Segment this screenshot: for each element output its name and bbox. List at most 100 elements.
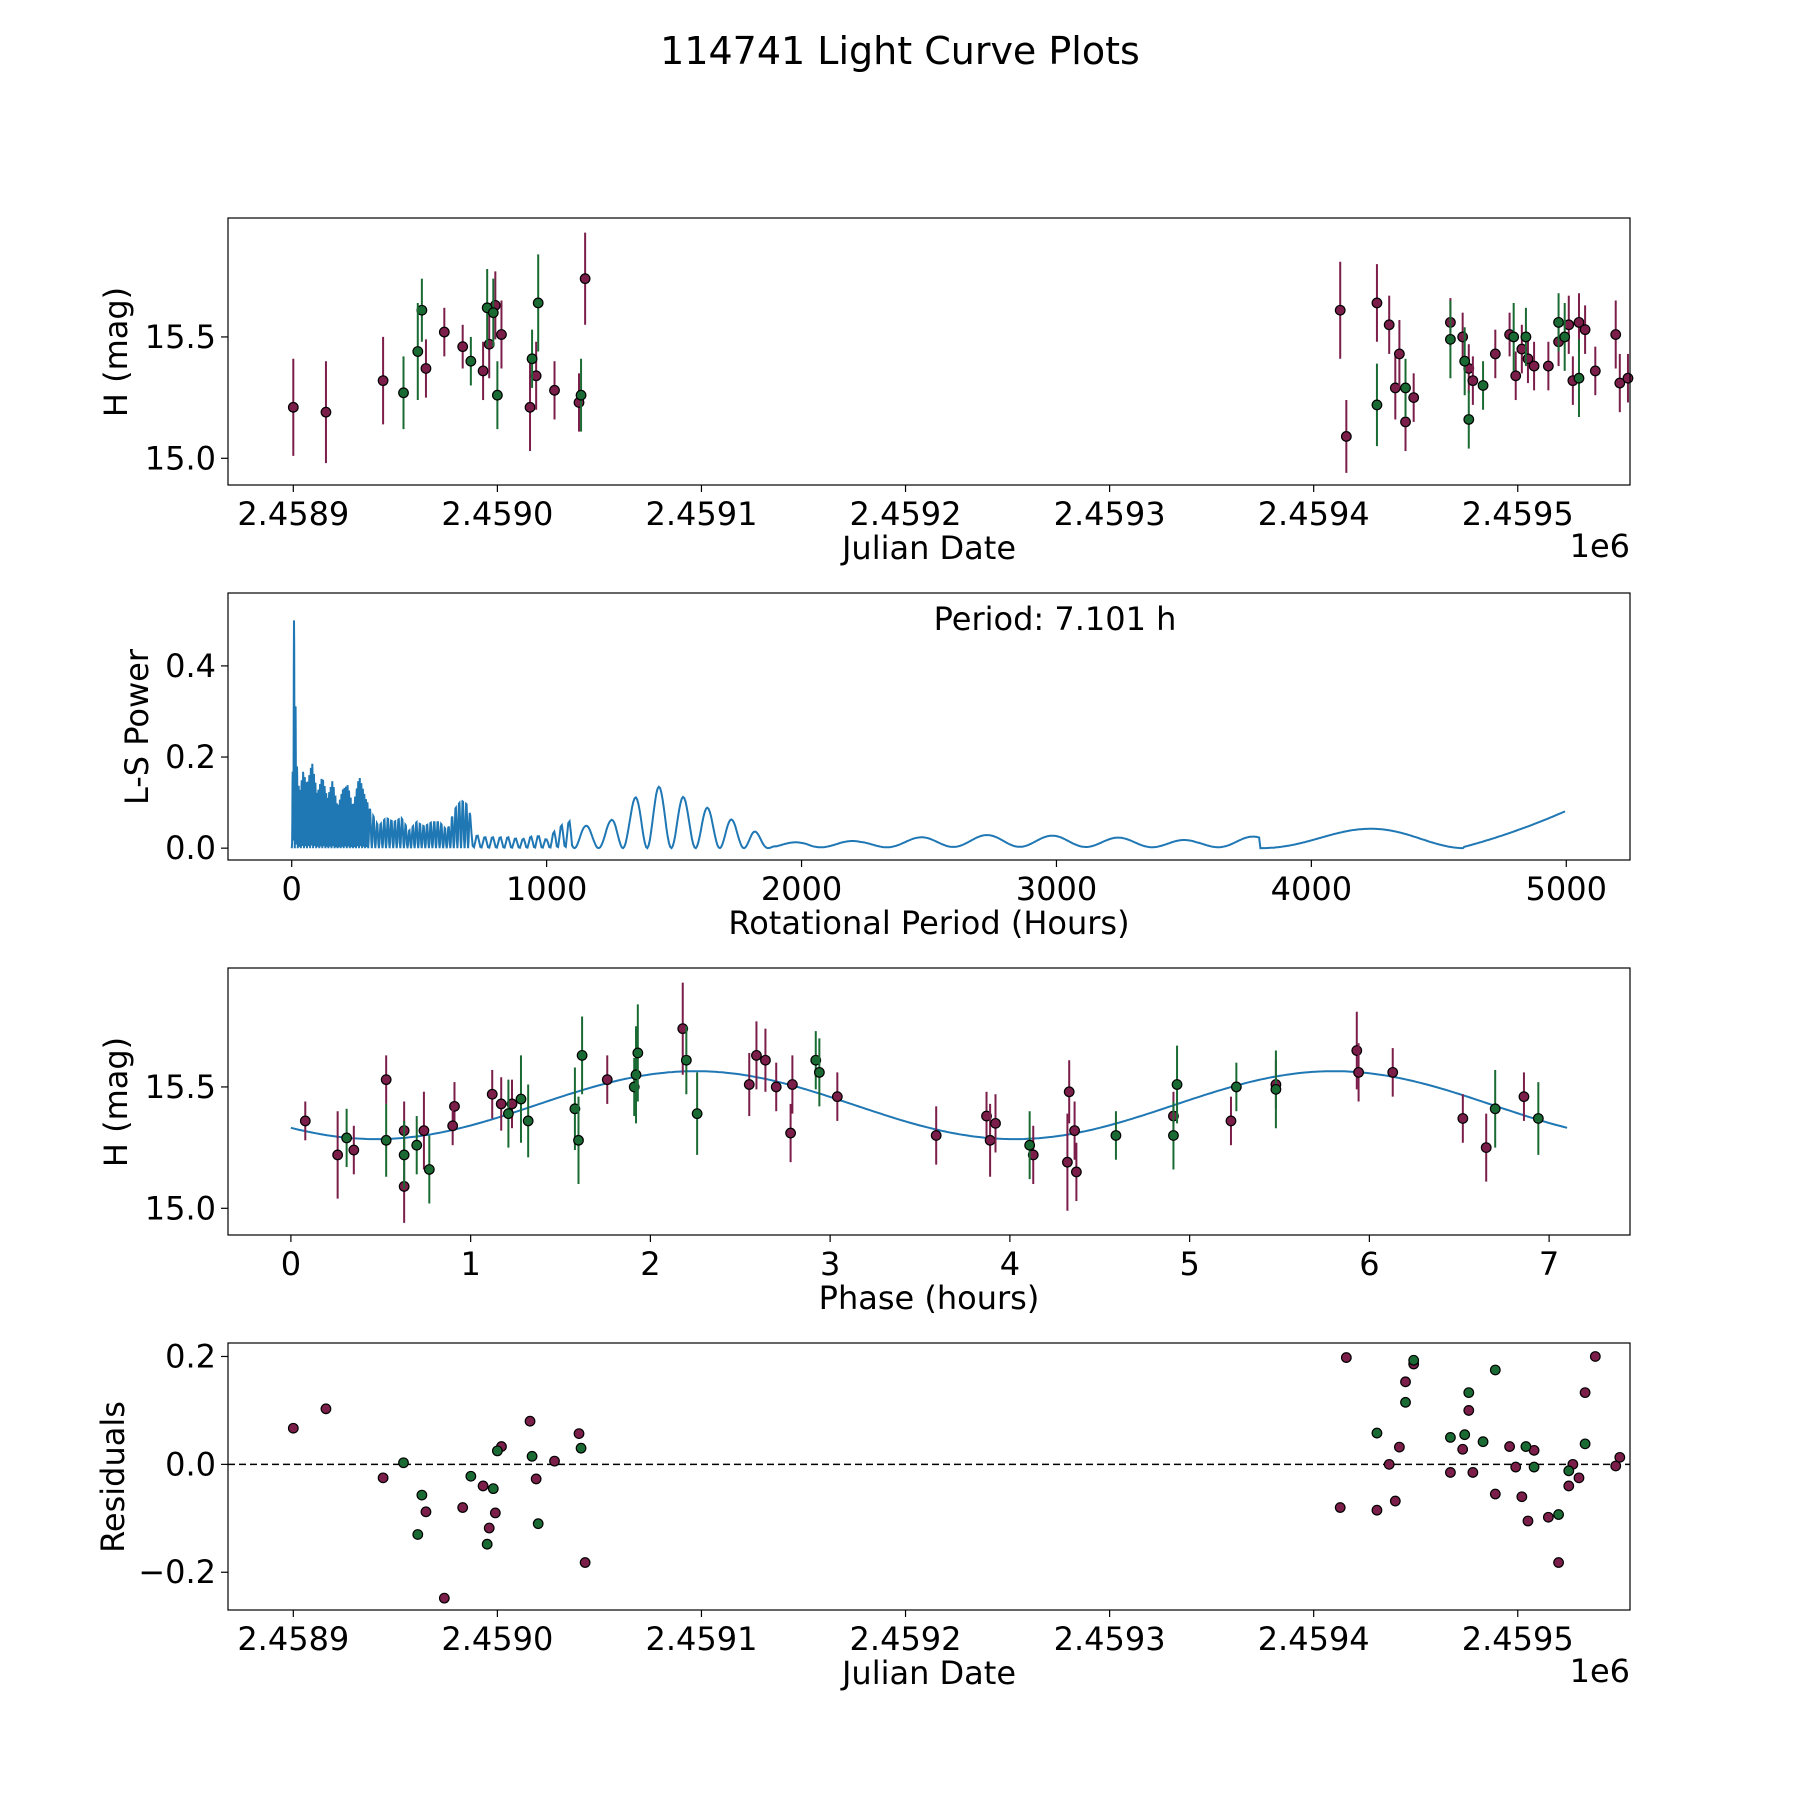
lightcurve-x-offset: 1e6 bbox=[1570, 527, 1630, 565]
x-tick-label: 2 bbox=[640, 1245, 660, 1283]
data-point-g bbox=[575, 389, 587, 401]
data-point-r bbox=[1518, 1091, 1530, 1103]
x-tick-label: 2.4595 bbox=[1462, 1620, 1574, 1658]
data-point-r bbox=[489, 1507, 501, 1519]
lightcurve-panel: 2.4589 2.4590 2.4591 2.4592 2.4593 2.4594 2.45… bbox=[97, 217, 1634, 567]
data-point-r bbox=[1522, 1515, 1534, 1527]
x-tick-label: 3000 bbox=[1016, 870, 1097, 908]
x-tick-label: 5 bbox=[1179, 1245, 1199, 1283]
data-point-r bbox=[785, 1127, 796, 1139]
data-point-r bbox=[1408, 392, 1420, 404]
data-point-r bbox=[1510, 370, 1522, 382]
data-point-g bbox=[398, 387, 409, 399]
data-point-g bbox=[522, 1115, 534, 1127]
data-point-g bbox=[1553, 316, 1564, 328]
data-point-r bbox=[457, 341, 469, 353]
data-point-r bbox=[1334, 304, 1346, 316]
data-point-g bbox=[1400, 382, 1411, 394]
data-point-g bbox=[1520, 1441, 1532, 1452]
y-tick-label: 0.2 bbox=[165, 1337, 216, 1375]
x-tick-label: 3 bbox=[820, 1245, 840, 1283]
data-point-g bbox=[423, 1164, 435, 1175]
y-tick-label: −0.2 bbox=[138, 1553, 216, 1591]
data-point-r bbox=[348, 1144, 360, 1156]
data-point-g bbox=[380, 1134, 392, 1146]
periodogram-data bbox=[290, 620, 1566, 850]
data-point-g bbox=[411, 1139, 423, 1151]
x-tick-label: 2.4592 bbox=[850, 495, 962, 533]
data-point-r bbox=[831, 1091, 843, 1103]
data-point-r bbox=[320, 406, 332, 418]
data-point-r bbox=[1504, 1441, 1515, 1452]
data-point-r bbox=[760, 1054, 771, 1066]
data-point-g bbox=[398, 1149, 410, 1161]
data-point-r bbox=[1387, 1066, 1399, 1078]
data-point-r bbox=[1489, 348, 1501, 360]
data-point-r bbox=[332, 1149, 344, 1161]
data-point-g bbox=[1477, 380, 1489, 391]
data-point-g bbox=[465, 355, 477, 367]
data-point-g bbox=[1371, 399, 1383, 411]
x-tick-label: 2.4594 bbox=[1258, 1620, 1370, 1658]
data-point-g bbox=[1168, 1130, 1179, 1141]
data-point-g bbox=[503, 1108, 514, 1120]
data-point-r bbox=[786, 1079, 798, 1090]
data-point-r bbox=[1563, 1480, 1575, 1492]
data-point-r bbox=[524, 401, 536, 413]
data-point-r bbox=[1393, 348, 1405, 360]
data-point-g bbox=[1445, 333, 1456, 345]
data-point-r bbox=[751, 1049, 762, 1061]
data-point-r bbox=[287, 401, 299, 413]
data-point-r bbox=[438, 326, 450, 338]
data-point-r bbox=[1371, 1504, 1383, 1516]
x-tick-label: 1000 bbox=[506, 870, 587, 908]
data-point-r bbox=[1063, 1086, 1075, 1098]
residuals-axes-frame bbox=[227, 1342, 1631, 1611]
data-point-r bbox=[377, 1472, 389, 1484]
lightcurve-data bbox=[287, 232, 1634, 473]
residuals-x-offset: 1e6 bbox=[1570, 1652, 1630, 1690]
data-point-g bbox=[1171, 1079, 1183, 1090]
data-point-r bbox=[483, 1522, 495, 1534]
data-point-r bbox=[1589, 1351, 1601, 1362]
data-point-g bbox=[1520, 331, 1532, 343]
data-point-r bbox=[743, 1079, 755, 1090]
data-point-g bbox=[569, 1103, 581, 1115]
data-point-r bbox=[1553, 1557, 1564, 1568]
data-point-g bbox=[1579, 1438, 1591, 1450]
data-point-g bbox=[1528, 1461, 1540, 1473]
data-point-r bbox=[320, 1403, 332, 1415]
x-tick-label: 2.4590 bbox=[441, 495, 553, 533]
data-point-r bbox=[506, 1098, 518, 1110]
data-point-r bbox=[1457, 1113, 1469, 1124]
data-point-r bbox=[438, 1592, 450, 1604]
residuals-xlabel: Julian Date bbox=[840, 1654, 1016, 1692]
x-tick-label: 2000 bbox=[761, 870, 842, 908]
data-point-r bbox=[1027, 1149, 1039, 1161]
data-point-g bbox=[412, 1529, 424, 1540]
data-point-g bbox=[491, 389, 503, 401]
data-point-r bbox=[1070, 1166, 1082, 1178]
data-point-r bbox=[981, 1110, 992, 1122]
data-point-r bbox=[1614, 377, 1626, 389]
data-point-r bbox=[930, 1130, 942, 1141]
residuals-ticks: 2.4589 2.4590 2.4591 2.4592 2.4593 2.4594 2.45… bbox=[138, 1337, 1573, 1658]
data-point-g bbox=[487, 1483, 499, 1495]
data-point-g bbox=[487, 307, 499, 319]
data-point-g bbox=[1563, 1465, 1575, 1477]
data-point-r bbox=[1069, 1125, 1080, 1137]
data-point-r bbox=[449, 1100, 460, 1112]
data-point-g bbox=[491, 1445, 503, 1457]
data-point-r bbox=[1334, 1502, 1346, 1513]
periodogram-line bbox=[290, 620, 1566, 850]
data-point-g bbox=[1489, 1103, 1501, 1115]
data-point-g bbox=[1459, 1429, 1471, 1441]
data-point-g bbox=[576, 1049, 588, 1061]
data-point-g bbox=[1110, 1130, 1122, 1141]
data-point-r bbox=[1542, 1511, 1554, 1523]
data-point-g bbox=[1463, 1387, 1475, 1399]
data-point-g bbox=[515, 1093, 527, 1105]
residuals-ylabel: Residuals bbox=[94, 1401, 132, 1553]
data-point-g bbox=[691, 1108, 703, 1120]
